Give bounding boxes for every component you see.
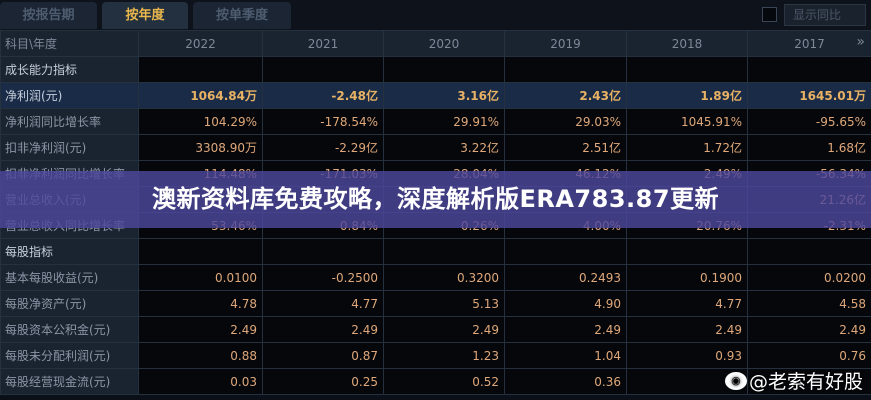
top-bar: 按报告期 按年度 按单季度 显示同比 (0, 0, 871, 30)
tab-by-report-period[interactable]: 按报告期 (0, 2, 97, 29)
header-year: 2018 (626, 30, 748, 57)
table-row[interactable]: 净利润同比增长率 104.29% -178.54% 29.91% 29.03% 1045.… (0, 108, 871, 135)
cell-value: 0.87 (262, 342, 384, 369)
cell-value: 0.93 (626, 342, 748, 369)
cell-value: 104.29% (138, 108, 263, 135)
show-yoy-button[interactable]: 显示同比 (784, 4, 866, 26)
table-row[interactable]: 基本每股收益(元) 0.0100 -0.2500 0.3200 0.2493 0.1900… (0, 264, 871, 291)
header-year: 2017 (747, 30, 871, 57)
row-label: 每股未分配利润(元) (0, 342, 139, 369)
row-label: 每股经营现金流(元) (0, 368, 139, 395)
overlay-banner-title: 澳新资料库免费攻略，深度解析版ERA783.87更新 (0, 171, 871, 228)
row-label: 成长能力指标 (0, 56, 139, 83)
section-row[interactable]: 每股指标 (0, 238, 871, 265)
row-label: 净利润同比增长率 (0, 108, 139, 135)
cell-value: 1045.91% (626, 108, 748, 135)
cell-value (138, 238, 263, 265)
cell-value: 29.91% (383, 108, 505, 135)
header-year: 2022 (138, 30, 263, 57)
row-label: 每股指标 (0, 238, 139, 265)
cell-value: -95.65% (747, 108, 871, 135)
watermark-text: @老索有好股 (748, 371, 863, 393)
table-row[interactable]: 每股未分配利润(元) 0.88 0.87 1.23 1.04 0.93 0.76 (0, 342, 871, 369)
cell-value: 3.16亿 (383, 82, 505, 109)
cell-value (504, 56, 627, 83)
yoy-checkbox[interactable] (762, 7, 777, 22)
cell-value (747, 368, 871, 395)
table-row[interactable]: 每股经营现金流(元) 0.03 0.25 0.52 0.36 (0, 368, 871, 395)
cell-value: 3308.90万 (138, 134, 263, 161)
row-label: 净利润(元) (0, 82, 139, 109)
cell-value: 4.77 (262, 290, 384, 317)
cell-value: 4.58 (747, 290, 871, 317)
cell-value: 29.03% (504, 108, 627, 135)
cell-value (383, 238, 505, 265)
cell-value: 0.25 (262, 368, 384, 395)
watermark: ◉ @老索有好股 (724, 367, 863, 394)
header-year: 2021 (262, 30, 384, 57)
table-row[interactable]: 每股净资产(元) 4.78 4.77 5.13 4.90 4.77 4.58 (0, 290, 871, 317)
table-row[interactable]: 净利润(元) 1064.84万 -2.48亿 3.16亿 2.43亿 1.89亿 1645.… (0, 82, 871, 109)
row-label: 基本每股收益(元) (0, 264, 139, 291)
cell-value: 0.2493 (504, 264, 627, 291)
row-label: 每股资本公积金(元) (0, 316, 139, 343)
cell-value: 2.49 (138, 316, 263, 343)
table-header: 科目\年度 2022 2021 2020 2019 2018 2017 (0, 30, 871, 57)
cell-value: 0.76 (747, 342, 871, 369)
cell-value: 1.68亿 (747, 134, 871, 161)
cell-value: -2.48亿 (262, 82, 384, 109)
cell-value (262, 56, 384, 83)
cell-value: 0.0200 (747, 264, 871, 291)
header-label: 科目\年度 (0, 30, 139, 57)
cell-value: 2.49 (262, 316, 384, 343)
cell-value: -2.29亿 (262, 134, 384, 161)
cell-value: 2.51亿 (504, 134, 627, 161)
cell-value: 2.49 (747, 316, 871, 343)
row-label: 每股净资产(元) (0, 290, 139, 317)
cell-value: 2.49 (626, 316, 748, 343)
weibo-icon: ◉ (724, 371, 747, 390)
cell-value: 1.23 (383, 342, 505, 369)
cell-value: 1064.84万 (138, 82, 263, 109)
cell-value: 4.90 (504, 290, 627, 317)
cell-value (747, 238, 871, 265)
cell-value: 1645.01万 (747, 82, 871, 109)
cell-value: 2.49 (504, 316, 627, 343)
cell-value (138, 56, 263, 83)
tab-by-quarter[interactable]: 按单季度 (193, 2, 291, 29)
cell-value: 0.3200 (383, 264, 505, 291)
cell-value (626, 56, 748, 83)
row-label: 扣非净利润(元) (0, 134, 139, 161)
cell-value: 2.43亿 (504, 82, 627, 109)
cell-value: -0.2500 (262, 264, 384, 291)
cell-value: 1.72亿 (626, 134, 748, 161)
next-columns-icon[interactable]: » (856, 34, 865, 50)
cell-value: 0.0100 (138, 264, 263, 291)
cell-value: 0.52 (383, 368, 505, 395)
header-year: 2019 (504, 30, 627, 57)
cell-value: 0.88 (138, 342, 263, 369)
cell-value: 4.78 (138, 290, 263, 317)
cell-value: 1.89亿 (626, 82, 748, 109)
cell-value (262, 238, 384, 265)
cell-value: 1.04 (504, 342, 627, 369)
cell-value: 0.1900 (626, 264, 748, 291)
cell-value: -178.54% (262, 108, 384, 135)
table-row[interactable]: 每股资本公积金(元) 2.49 2.49 2.49 2.49 2.49 2.49 (0, 316, 871, 343)
cell-value: 3.22亿 (383, 134, 505, 161)
section-row[interactable]: 成长能力指标 (0, 56, 871, 83)
table-row[interactable]: 扣非净利润(元) 3308.90万 -2.29亿 3.22亿 2.51亿 1.72亿 1.6… (0, 134, 871, 161)
cell-value: 0.03 (138, 368, 263, 395)
cell-value: 4.77 (626, 290, 748, 317)
cell-value (383, 56, 505, 83)
cell-value: 5.13 (383, 290, 505, 317)
cell-value: 2.49 (383, 316, 505, 343)
header-year: 2020 (383, 30, 505, 57)
cell-value (626, 238, 748, 265)
cell-value (747, 56, 871, 83)
cell-value: 0.36 (504, 368, 627, 395)
tab-by-year[interactable]: 按年度 (102, 2, 188, 29)
cell-value (504, 238, 627, 265)
